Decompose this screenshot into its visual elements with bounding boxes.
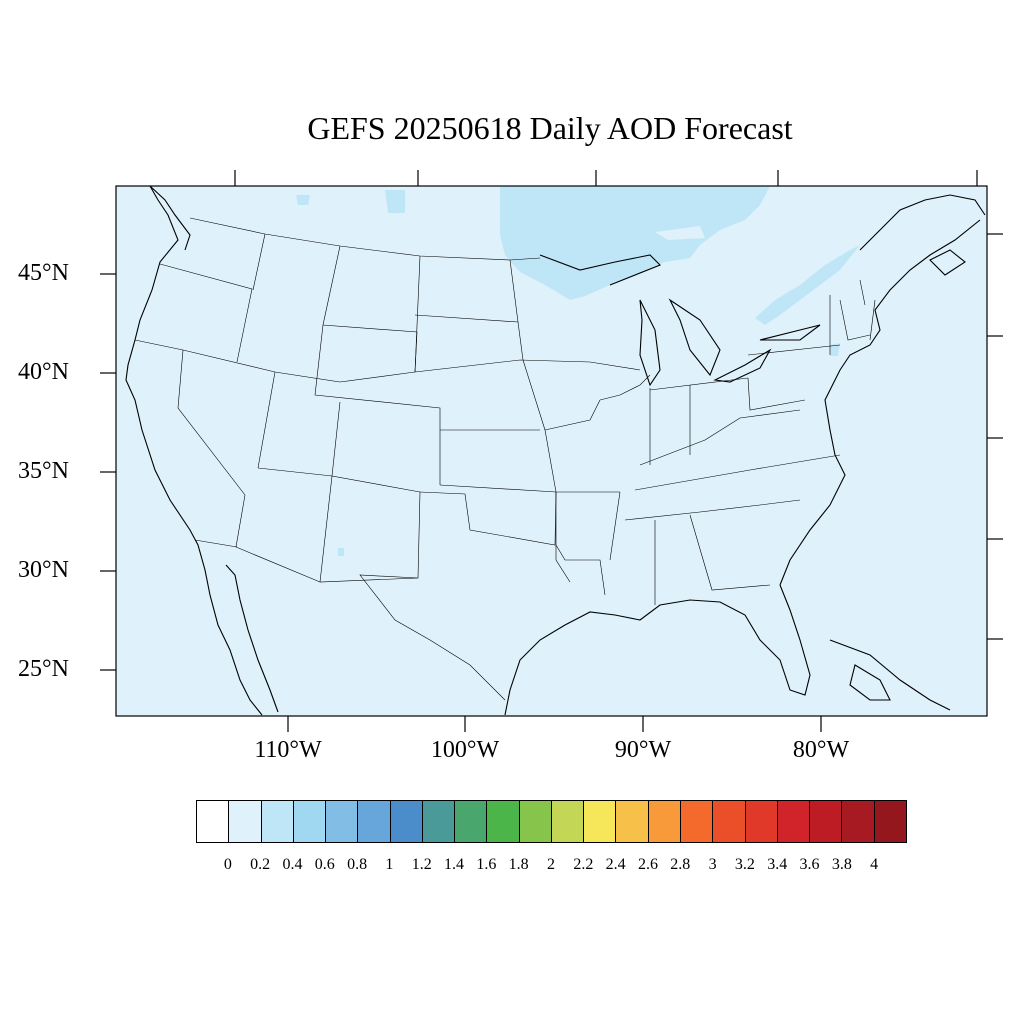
axis-ticks (100, 170, 1003, 732)
colorbar-label: 2 (547, 856, 555, 873)
colorbar-swatch (197, 801, 230, 842)
colorbar-label: 0.6 (314, 856, 335, 873)
colorbar-label: 3.4 (767, 856, 788, 873)
state-boundaries (134, 217, 876, 701)
lat-label-30: 30°N (18, 557, 69, 583)
colorbar-swatch (487, 801, 520, 842)
colorbar-swatch (390, 801, 423, 842)
colorbar-swatch (293, 801, 327, 842)
colorbar-swatch (261, 801, 294, 842)
aod-plume (296, 186, 860, 556)
colorbar-label: 2.6 (637, 856, 658, 873)
colorbar-swatch (551, 801, 585, 842)
colorbar-label: 1.6 (476, 856, 497, 873)
colorbar-label: 0.2 (250, 856, 271, 873)
colorbar-swatch (358, 801, 391, 842)
lat-label-45: 45°N (18, 260, 69, 286)
colorbar-label: 3.2 (734, 856, 755, 873)
coastlines (125, 185, 986, 716)
lon-label-110w: 110°W (254, 737, 322, 763)
colorbar-label: 2.4 (605, 856, 626, 873)
lon-label-100w: 100°W (430, 737, 500, 763)
colorbar (196, 800, 907, 843)
colorbar-swatch (680, 801, 714, 842)
colorbar-swatch (229, 801, 262, 842)
colorbar-label: 0 (223, 856, 232, 873)
colorbar-label: 0.8 (347, 856, 368, 873)
colorbar-swatch (810, 801, 843, 842)
colorbar-label: 3 (708, 856, 717, 873)
lat-label-40: 40°N (18, 359, 69, 385)
colorbar-swatch (713, 801, 746, 842)
colorbar-swatch (874, 801, 906, 842)
colorbar-label: 2.2 (573, 856, 594, 873)
colorbar-swatch (842, 801, 875, 842)
colorbar-swatch (777, 801, 811, 842)
colorbar-swatch (745, 801, 778, 842)
colorbar-label: 1 (385, 856, 394, 873)
lat-label-35: 35°N (18, 458, 69, 484)
colorbar-label: 2.8 (670, 856, 691, 873)
map-title: GEFS 20250618 Daily AOD Forecast (307, 110, 793, 146)
colorbar-swatch (326, 801, 359, 842)
map-frame (115, 185, 988, 717)
colorbar-label: 1.8 (508, 856, 529, 873)
colorbar-label: 3.6 (799, 856, 820, 873)
colorbar-label: 0.4 (282, 856, 303, 873)
colorbar-label: 4 (870, 856, 879, 873)
colorbar-label: 3.8 (831, 856, 852, 873)
colorbar-label: 1.2 (411, 856, 432, 873)
lat-label-25: 25°N (18, 656, 69, 682)
colorbar-swatch (648, 801, 681, 842)
colorbar-swatch (519, 801, 552, 842)
colorbar-swatch (616, 801, 649, 842)
colorbar-swatch (584, 801, 617, 842)
colorbar-swatch (455, 801, 488, 842)
lon-label-80w: 80°W (792, 737, 850, 763)
lon-label-90w: 90°W (614, 737, 672, 763)
colorbar-label: 1.4 (444, 856, 465, 873)
colorbar-swatch (422, 801, 456, 842)
